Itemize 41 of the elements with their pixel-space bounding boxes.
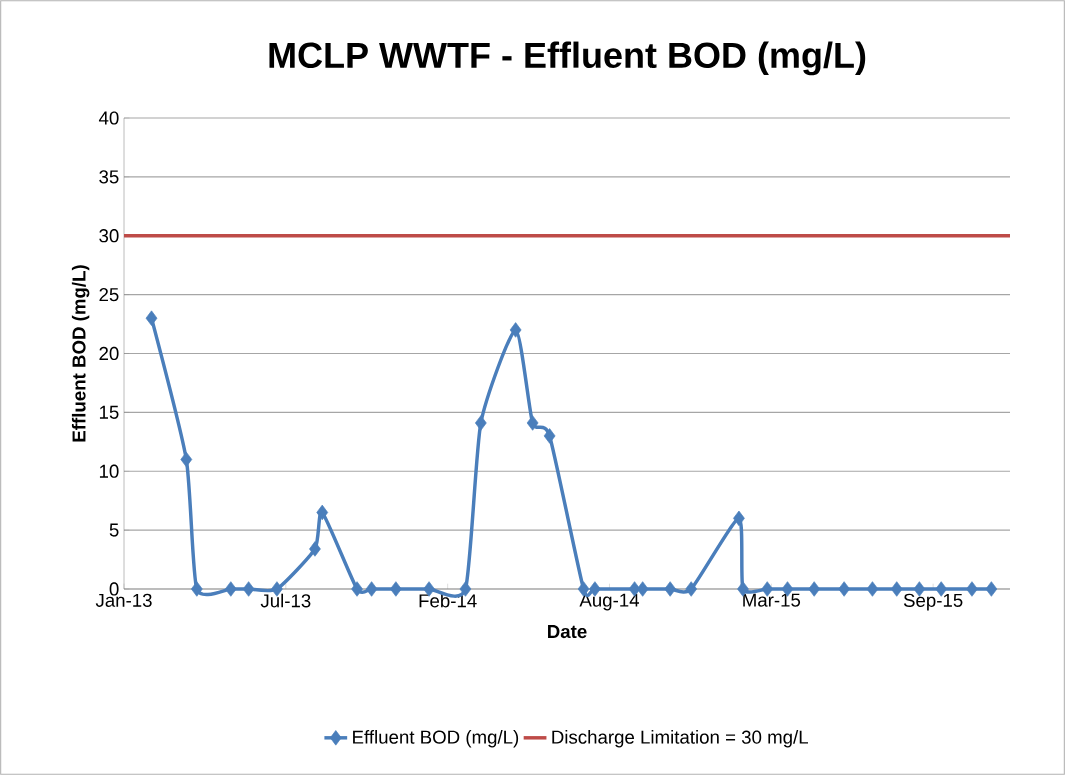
x-tick-label: Mar-15 [743,593,801,607]
chart-title: MCLP WWTF - Effluent BOD (mg/L) [269,41,866,76]
point [365,581,378,597]
point [685,581,698,597]
point [543,428,556,444]
point [866,581,879,597]
y-tick-label: 25 [99,288,119,302]
legend-label: Effluent BOD (mg/L) [353,730,519,748]
y-tick-label: 10 [99,464,119,478]
legend-label: Discharge Limitation = 30 mg/L [552,730,808,748]
y-axis-title: Effluent BOD (mg/L) [71,265,90,442]
point [509,322,522,338]
point [526,415,539,431]
point [985,581,998,597]
x-tick-label: Aug-14 [579,593,640,611]
point [351,581,363,597]
point [309,541,321,557]
point [966,581,978,597]
y-tick-label: 15 [99,405,119,419]
point [242,581,255,597]
y-tick-label: 40 [98,111,119,125]
x-tick-label: Feb-14 [419,593,477,608]
y-tick-label: 20 [99,346,119,361]
x-tick-label: Jul-13 [260,593,311,608]
x-tick-label: Sep-15 [903,593,963,611]
point [224,581,237,597]
point [474,415,487,431]
point [838,581,850,597]
point [733,510,745,527]
point [180,451,193,468]
point [890,581,903,597]
point [664,581,676,597]
y-tick-label: 5 [109,523,119,537]
point [808,581,821,597]
point [145,310,158,326]
point [190,581,203,597]
y-tick-label: 35 [99,170,119,184]
y-tick-label: 30 [99,229,119,243]
point [390,581,402,597]
x-axis-title: Date [548,625,587,639]
point [316,504,329,521]
